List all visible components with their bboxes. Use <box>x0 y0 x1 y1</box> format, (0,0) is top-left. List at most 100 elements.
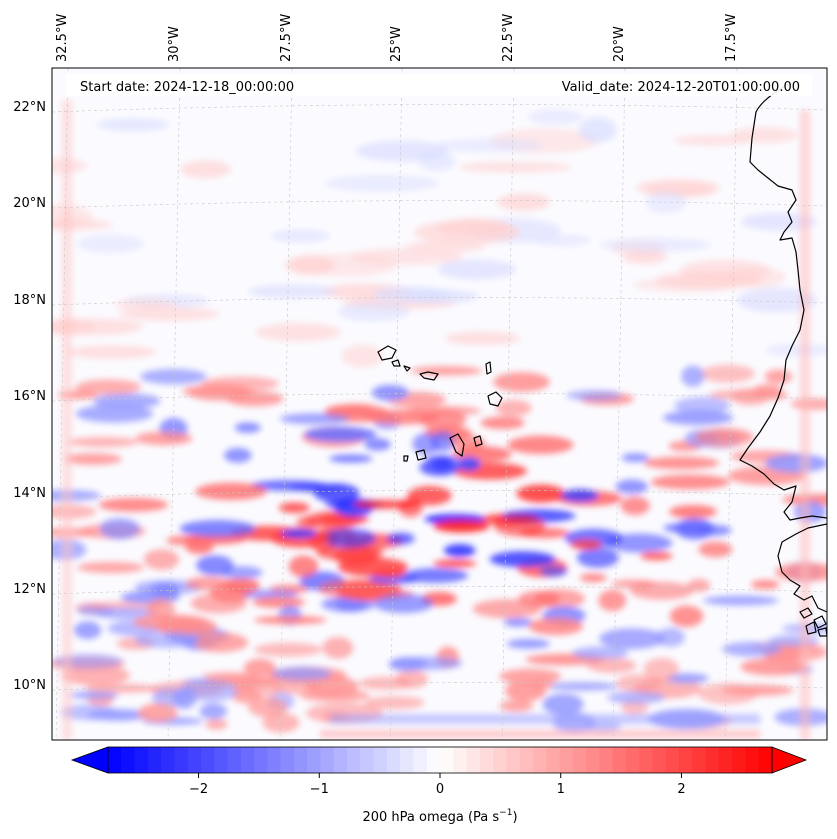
colorbar-extend-max <box>771 746 808 774</box>
omega-cell <box>73 621 102 640</box>
edge-stripe-bottom-blue <box>330 714 760 724</box>
lon-tick-label: 25°W <box>389 26 404 62</box>
colorbar-step <box>559 747 574 773</box>
omega-cell <box>199 703 228 720</box>
omega-cell <box>288 555 319 578</box>
colorbar-step <box>679 747 693 773</box>
meridian-gridline <box>55 68 69 740</box>
omega-cell <box>527 109 584 125</box>
omega-cell <box>179 520 256 538</box>
omega-cell <box>93 393 161 409</box>
colorbar-step <box>161 747 175 773</box>
omega-cell <box>530 677 554 691</box>
colorbar-step <box>639 747 653 773</box>
colorbar-tick-label: 1 <box>557 782 565 797</box>
omega-cell <box>271 229 331 243</box>
parallel-gridline <box>52 682 827 691</box>
colorbar-tick-label: 0 <box>436 782 444 797</box>
header-strip <box>66 74 812 96</box>
colorbar-step <box>612 747 627 773</box>
colorbar-label-text: 200 hPa omega (Pa s <box>362 810 499 825</box>
colorbar-step <box>134 747 149 773</box>
graticule <box>52 68 827 740</box>
omega-cell <box>233 679 284 698</box>
omega-cell <box>721 641 782 657</box>
omega-cell <box>506 638 551 649</box>
colorbar-step <box>413 747 428 773</box>
omega-cell <box>747 390 788 401</box>
map-frame <box>51 67 828 741</box>
omega-cell <box>681 365 705 387</box>
omega-cell <box>180 160 231 179</box>
omega-cell <box>666 673 709 684</box>
omega-cell <box>418 152 456 171</box>
omega-cell <box>750 579 780 590</box>
omega-cell <box>143 549 180 571</box>
meridian-gridline <box>612 68 626 740</box>
omega-cell <box>533 234 592 247</box>
omega-cell <box>98 497 169 512</box>
colorbar-step <box>732 747 746 773</box>
omega-cell <box>296 515 319 530</box>
omega-cell <box>166 535 204 546</box>
santa-luzia-island <box>403 365 411 372</box>
colorbar-step <box>532 747 547 773</box>
edge-stripe-right <box>800 110 810 740</box>
omega-cell <box>576 547 620 568</box>
omega-cell <box>99 518 140 540</box>
omega-cell <box>75 404 154 423</box>
meridian-gridline <box>389 68 403 740</box>
omega-cell <box>599 237 712 252</box>
valid-date-label: Valid_date: 2024-12-20T01:00:00.00 <box>562 80 800 95</box>
omega-cell <box>52 318 144 336</box>
omega-cell <box>547 682 618 691</box>
lat-tick-label: 10°N <box>13 678 46 693</box>
sao-nicolau-island <box>419 371 439 381</box>
colorbar-tick-label: −2 <box>189 782 208 797</box>
colorbar-step <box>625 747 640 773</box>
omega-cell <box>254 642 323 657</box>
lon-tick-label: 32.5°W <box>55 14 70 62</box>
omega-cell <box>349 248 464 266</box>
colorbar-step <box>519 747 534 773</box>
omega-cell <box>736 287 817 313</box>
omega-cell <box>387 532 415 545</box>
omega-cell <box>67 345 157 359</box>
colorbar-step <box>307 747 321 773</box>
omega-cell <box>322 636 354 659</box>
omega-cell <box>561 488 599 502</box>
omega-cell <box>364 696 425 710</box>
santo-antao-island <box>377 345 397 361</box>
coastlines <box>377 83 827 637</box>
omega-cell <box>790 398 827 410</box>
colorbar-step <box>240 747 255 773</box>
omega-cell <box>147 598 175 620</box>
colorbar-step <box>320 747 335 773</box>
omega-cell <box>656 627 685 647</box>
omega-cell <box>698 541 733 558</box>
colorbar-step <box>466 747 481 773</box>
omega-cell <box>497 193 551 211</box>
lat-tick-label: 22°N <box>13 100 46 115</box>
omega-cell <box>364 438 391 451</box>
omega-cell <box>135 431 193 446</box>
omega-cell <box>542 693 584 715</box>
omega-cell <box>241 590 299 599</box>
omega-cell <box>94 607 158 620</box>
lon-tick-label: 17.5°W <box>724 14 739 62</box>
edge-stripe-bottom-red <box>320 730 760 738</box>
omega-cell <box>598 589 627 612</box>
omega-cell <box>703 595 779 606</box>
senegal-gambia-coast <box>777 523 827 613</box>
omega-cell <box>675 518 714 540</box>
omega-cell <box>611 579 656 589</box>
lat-tick-label: 12°N <box>13 582 46 597</box>
omega-cell <box>205 719 228 730</box>
omega-cell <box>615 674 662 693</box>
colorbar-label: 200 hPa omega (Pa s−1) <box>362 808 517 825</box>
colorbar-step <box>546 747 561 773</box>
sal-island <box>485 361 492 375</box>
edge-stripe-left <box>62 100 72 740</box>
omega-cell <box>419 459 460 477</box>
